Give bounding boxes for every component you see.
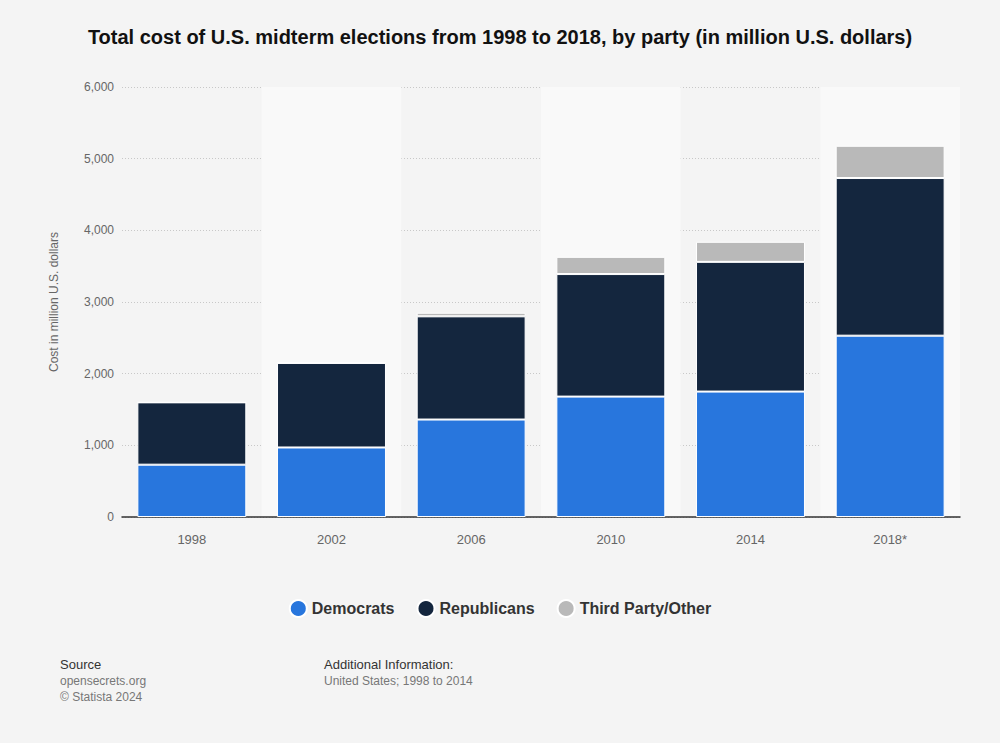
svg-text:5,000: 5,000 xyxy=(84,152,114,166)
svg-text:© Statista 2024: © Statista 2024 xyxy=(60,690,143,704)
svg-text:1,000: 1,000 xyxy=(84,438,114,452)
svg-text:4,000: 4,000 xyxy=(84,223,114,237)
svg-text:Democrats: Democrats xyxy=(312,600,395,617)
svg-text:1998: 1998 xyxy=(177,532,206,547)
svg-text:opensecrets.org: opensecrets.org xyxy=(60,674,146,688)
svg-text:Republicans: Republicans xyxy=(439,600,534,617)
svg-text:3,000: 3,000 xyxy=(84,295,114,309)
svg-text:2006: 2006 xyxy=(457,532,486,547)
svg-text:2002: 2002 xyxy=(317,532,346,547)
svg-text:Additional Information:: Additional Information: xyxy=(324,657,453,672)
svg-text:2014: 2014 xyxy=(736,532,765,547)
svg-text:2,000: 2,000 xyxy=(84,367,114,381)
svg-text:Third Party/Other: Third Party/Other xyxy=(580,600,712,617)
svg-text:6,000: 6,000 xyxy=(84,80,114,94)
svg-text:Total cost of U.S. midterm ele: Total cost of U.S. midterm elections fro… xyxy=(88,26,912,48)
svg-text:2010: 2010 xyxy=(596,532,625,547)
svg-text:United States; 1998 to 2014: United States; 1998 to 2014 xyxy=(324,674,473,688)
svg-text:Source: Source xyxy=(60,657,101,672)
svg-text:2018*: 2018* xyxy=(873,532,907,547)
svg-text:0: 0 xyxy=(107,510,114,524)
svg-text:Cost in million U.S. dollars: Cost in million U.S. dollars xyxy=(47,232,61,372)
